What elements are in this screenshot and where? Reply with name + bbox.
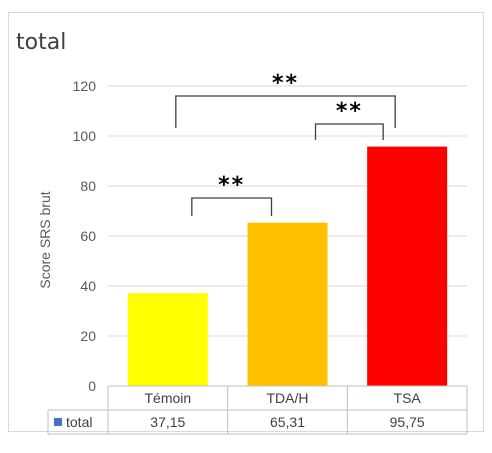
y-tick-label: 40 bbox=[80, 278, 96, 294]
x-tick-label: TSA bbox=[394, 390, 422, 406]
y-tick-label: 120 bbox=[73, 78, 97, 94]
data-label: 37,15 bbox=[150, 414, 185, 430]
significance-bracket bbox=[314, 123, 384, 140]
data-table: Témoin TDA/H TSA total 37,15 65,31 95,75 bbox=[47, 385, 468, 435]
significance-brackets: ** ** ** bbox=[175, 71, 396, 216]
x-tick-label: TDA/H bbox=[267, 390, 309, 406]
significance-bracket bbox=[175, 95, 396, 128]
chart-title: total bbox=[16, 30, 67, 55]
data-label: 65,31 bbox=[270, 414, 305, 430]
x-tick-label: Témoin bbox=[144, 390, 191, 406]
significance-label: ** bbox=[272, 71, 299, 96]
y-tick-label: 20 bbox=[80, 328, 96, 344]
bar bbox=[127, 293, 208, 386]
bar bbox=[247, 222, 328, 386]
significance-label: ** bbox=[336, 99, 363, 124]
significance-label: ** bbox=[218, 173, 245, 198]
y-tick-label: 0 bbox=[88, 378, 96, 394]
y-axis-label: Score SRS brut bbox=[37, 191, 53, 288]
y-tick-label: 60 bbox=[80, 228, 96, 244]
bars bbox=[127, 146, 448, 386]
legend-label: total bbox=[66, 414, 92, 430]
y-tick-label: 80 bbox=[80, 178, 96, 194]
y-axis-ticks: 0 20 40 60 80 100 120 bbox=[73, 78, 97, 394]
data-label: 95,75 bbox=[390, 414, 425, 430]
legend-swatch bbox=[54, 418, 62, 426]
bar bbox=[367, 146, 448, 386]
significance-bracket bbox=[191, 197, 273, 216]
y-tick-label: 100 bbox=[73, 128, 97, 144]
